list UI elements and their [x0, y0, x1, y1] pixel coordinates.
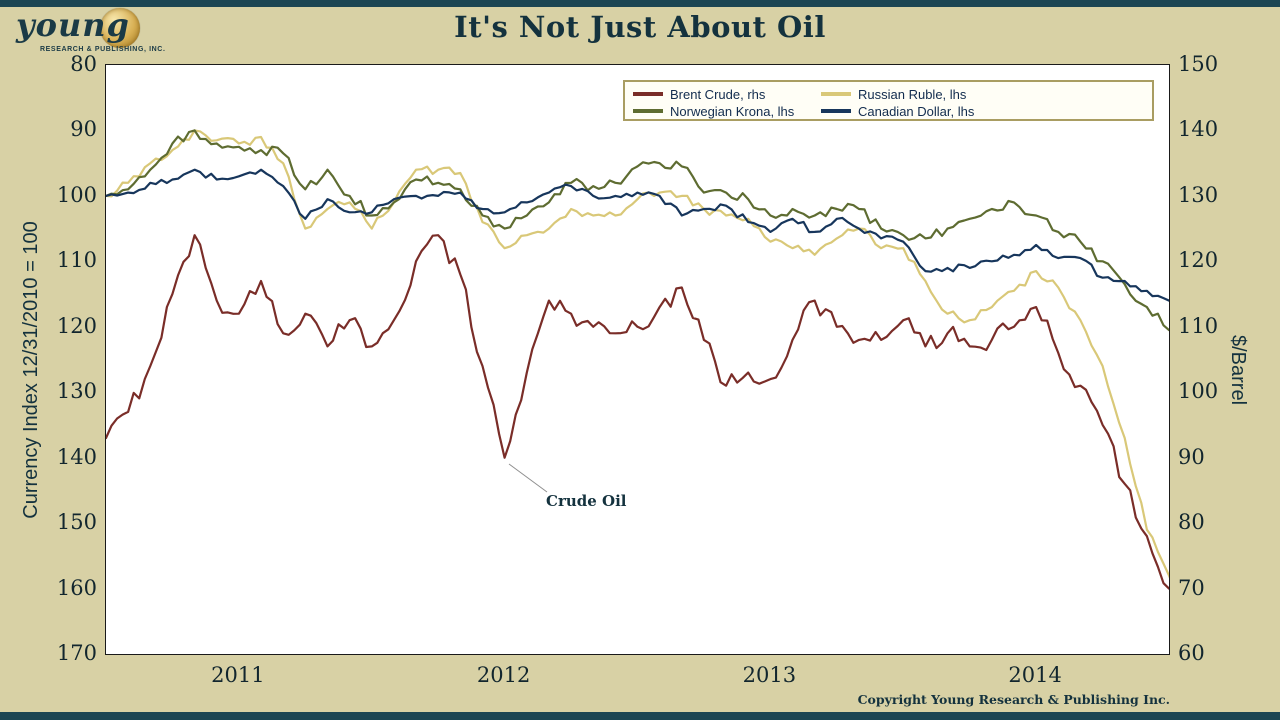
plot-area: Brent Crude, rhs Russian Ruble, lhs Norweg…: [105, 64, 1170, 655]
x-axis-tick-label: 2011: [211, 663, 265, 687]
legend-label: Brent Crude, rhs: [670, 86, 766, 102]
left-axis-tick-label: 170: [56, 641, 97, 665]
annotation-leader-line: [508, 463, 548, 493]
series-line-brent-crude: [106, 234, 1169, 590]
legend-label: Russian Ruble, lhs: [858, 86, 967, 102]
series-line-norwegian-krona: [106, 129, 1169, 332]
right-axis-tick-label: 130: [1178, 182, 1219, 207]
copyright-text: Copyright Young Research & Publishing In…: [857, 692, 1170, 707]
legend-label: Canadian Dollar, lhs: [858, 103, 975, 119]
legend-swatch-brent-crude: [633, 92, 663, 96]
top-border-bar: [0, 0, 1280, 7]
left-axis-tick-label: 100: [56, 182, 97, 207]
left-axis-tick-label: 150: [56, 510, 97, 535]
logo-subtext: RESEARCH & PUBLISHING, INC.: [40, 46, 166, 53]
legend-item-norwegian-krona: Norwegian Krona, lhs: [633, 103, 794, 119]
right-axis-tick-label: 60: [1178, 641, 1205, 665]
globe-icon: [100, 8, 140, 48]
right-axis-tick-label: 100: [1178, 379, 1219, 404]
left-axis-tick-label: 130: [56, 379, 97, 404]
bottom-border-bar: [0, 712, 1280, 720]
legend-swatch-norwegian-krona: [633, 109, 663, 113]
x-axis-tick-label: 2012: [476, 663, 531, 687]
left-axis-tick-label: 90: [70, 117, 97, 142]
young-research-logo: young RESEARCH & PUBLISHING, INC.: [12, 6, 192, 60]
plot-canvas: [106, 129, 1169, 590]
legend-item-brent-crude: Brent Crude, rhs: [633, 86, 765, 102]
left-axis-tick-label: 110: [56, 248, 97, 273]
right-axis-tick-label: 80: [1178, 510, 1205, 535]
logo-script-text: young: [16, 6, 130, 44]
right-axis-tick-label: 150: [1178, 52, 1219, 76]
page-title: It's Not Just About Oil: [454, 10, 826, 44]
legend-label: Norwegian Krona, lhs: [670, 103, 795, 119]
legend: Brent Crude, rhs Russian Ruble, lhs Norweg…: [623, 80, 1154, 121]
right-axis-tick-label: 120: [1178, 248, 1219, 273]
left-axis-tick-label: 160: [56, 575, 97, 600]
right-axis-title: $/Barrel: [1227, 334, 1249, 406]
right-axis-tick-label: 110: [1178, 313, 1219, 338]
x-axis-tick-label: 2013: [742, 663, 797, 687]
legend-swatch-canadian-dollar: [821, 109, 851, 113]
left-axis-tick-label: 120: [56, 313, 97, 338]
left-axis-title: Currency Index 12/31/2010 = 100: [20, 221, 42, 519]
series-line-canadian-dollar: [106, 168, 1169, 302]
legend-item-canadian-dollar: Canadian Dollar, lhs: [821, 103, 974, 119]
series-line-russian-ruble: [106, 129, 1169, 579]
x-axis-tick-label: 2014: [1008, 663, 1062, 687]
left-axis-tick-label: 80: [70, 52, 97, 76]
right-axis-tick-label: 90: [1178, 444, 1205, 469]
left-axis-tick-label: 140: [56, 444, 97, 469]
right-axis-tick-label: 140: [1178, 117, 1219, 142]
right-axis-tick-label: 70: [1178, 575, 1205, 600]
legend-swatch-russian-ruble: [821, 92, 851, 96]
crude-oil-annotation: Crude Oil: [546, 492, 627, 510]
legend-item-russian-ruble: Russian Ruble, lhs: [821, 86, 966, 102]
